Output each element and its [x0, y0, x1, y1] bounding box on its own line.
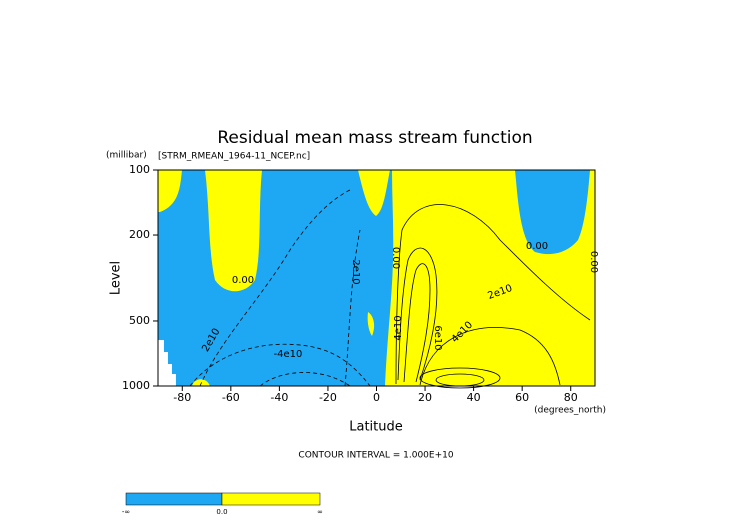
colorbar-label: 0.0	[216, 508, 227, 516]
x-tick-label: -80	[173, 391, 191, 404]
chart-title: Residual mean mass stream function	[217, 128, 532, 148]
contour-line	[344, 229, 361, 387]
y-tick-label: 200	[129, 228, 150, 241]
y-label: Level	[109, 261, 124, 295]
contour-label: 0.00	[588, 251, 599, 273]
y-tick-label: 500	[129, 314, 150, 327]
contour-line	[259, 372, 351, 387]
x-tick-label: -60	[222, 391, 240, 404]
y-tick-label: 100	[129, 163, 150, 176]
positive-region	[205, 170, 262, 292]
positive-region	[385, 170, 595, 386]
x-tick-label: 40	[467, 391, 481, 404]
contour-line	[395, 204, 591, 385]
positive-region	[192, 379, 210, 386]
contour-line	[199, 189, 351, 387]
y-tick-label: 1000	[122, 379, 150, 392]
contour-label: 0.00	[526, 241, 548, 252]
contour-label: 0.00	[232, 275, 254, 286]
contour-label: 4e10	[393, 315, 404, 340]
contour-line	[419, 327, 561, 386]
missing-region	[158, 340, 176, 386]
contour-line	[189, 343, 371, 387]
x-tick-label: 20	[418, 391, 432, 404]
contour-label: 6e10	[432, 325, 443, 350]
positive-region	[158, 170, 182, 212]
x-tick-label: 0	[373, 391, 380, 404]
x-tick-label: -40	[270, 391, 288, 404]
x-tick-label: -20	[319, 391, 337, 404]
colorbar-segment	[221, 492, 321, 506]
contour-field	[158, 170, 595, 389]
positive-region	[367, 312, 375, 336]
contour-label: 0.00	[390, 247, 401, 269]
contour-line	[419, 367, 501, 389]
contour-line	[397, 247, 438, 381]
positive-region	[358, 170, 390, 216]
axes: -80 -60 -40 -20 0 20 40 60 80 100 200 500 1000	[122, 163, 596, 404]
colorbar-label: ∞	[317, 508, 323, 516]
y-unit: (millibar)	[106, 151, 147, 161]
contour-label: 2e10	[350, 259, 361, 284]
contour-label: -4e10	[274, 349, 303, 360]
footnote: CONTOUR INTERVAL = 1.000E+10	[298, 451, 453, 461]
x-label: Latitude	[349, 420, 403, 435]
x-unit: (degrees_north)	[534, 406, 606, 416]
colorbar-segment	[125, 492, 223, 506]
colorbar-label: -∞	[122, 508, 130, 516]
x-tick-label: 80	[564, 391, 578, 404]
contour-line	[403, 263, 431, 383]
x-tick-label: 60	[515, 391, 529, 404]
subtitle: [STRM_RMEAN_1964-11_NCEP.nc]	[158, 152, 310, 162]
